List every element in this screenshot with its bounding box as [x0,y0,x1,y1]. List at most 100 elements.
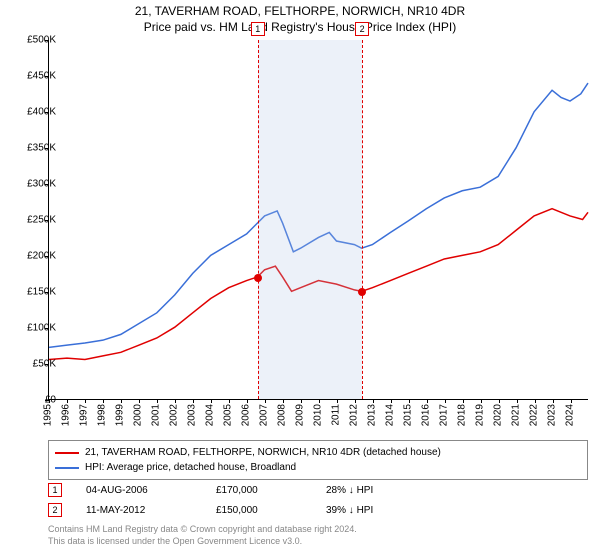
x-axis-label: 2024 [565,404,576,426]
y-axis-label: £400K [12,107,56,118]
legend-box: 21, TAVERHAM ROAD, FELTHORPE, NORWICH, N… [48,440,588,480]
chart-title-block: 21, TAVERHAM ROAD, FELTHORPE, NORWICH, N… [0,0,600,35]
x-axis-label: 2003 [187,404,198,426]
sale-price-2: £150,000 [216,505,326,516]
x-tick [283,399,284,403]
sale-dot-icon [254,274,262,282]
x-tick [535,399,536,403]
legend-swatch-property [55,452,79,454]
x-tick [175,399,176,403]
sale-marker-2-icon: 2 [48,503,62,517]
x-tick [553,399,554,403]
x-tick [265,399,266,403]
x-tick [517,399,518,403]
sale-vline [362,40,363,399]
x-tick [193,399,194,403]
x-tick [391,399,392,403]
legend-swatch-hpi [55,467,79,469]
sale-date-2: 11-MAY-2012 [86,505,216,516]
x-axis-label: 2023 [547,404,558,426]
x-axis-label: 1995 [43,404,54,426]
x-axis-label: 2002 [169,404,180,426]
x-axis-label: 2022 [529,404,540,426]
x-tick [409,399,410,403]
sale-date-1: 04-AUG-2006 [86,485,216,496]
sales-row-2: 2 11-MAY-2012 £150,000 39% ↓ HPI [48,500,588,520]
x-axis-label: 2011 [331,404,342,426]
sale-chart-marker-icon: 1 [251,22,265,36]
y-axis-label: £350K [12,143,56,154]
x-tick [67,399,68,403]
sale-vline [258,40,259,399]
sale-price-1: £170,000 [216,485,326,496]
x-axis-label: 2017 [439,404,450,426]
x-axis-label: 1999 [115,404,126,426]
footer-attribution: Contains HM Land Registry data © Crown c… [48,524,588,547]
x-tick [337,399,338,403]
x-tick [103,399,104,403]
sale-delta-2: 39% ↓ HPI [326,505,446,516]
x-axis-label: 2004 [205,404,216,426]
y-axis-label: £500K [12,35,56,46]
sales-table: 1 04-AUG-2006 £170,000 28% ↓ HPI 2 11-MA… [48,480,588,520]
x-axis-label: 2007 [259,404,270,426]
x-tick [463,399,464,403]
legend-row-hpi: HPI: Average price, detached house, Broa… [55,460,581,475]
x-axis-label: 1998 [97,404,108,426]
x-axis-label: 2000 [133,404,144,426]
x-axis-label: 2006 [241,404,252,426]
x-tick [481,399,482,403]
x-tick [247,399,248,403]
x-axis-label: 2008 [277,404,288,426]
x-axis-label: 2019 [475,404,486,426]
y-axis-label: £50K [12,359,56,370]
x-tick [139,399,140,403]
x-tick [229,399,230,403]
y-axis-label: £200K [12,251,56,262]
y-axis-label: £450K [12,71,56,82]
y-axis-label: £150K [12,287,56,298]
x-tick [85,399,86,403]
sale-marker-1-icon: 1 [48,483,62,497]
y-axis-label: £300K [12,179,56,190]
x-tick [373,399,374,403]
x-axis-label: 2009 [295,404,306,426]
x-tick [427,399,428,403]
shade-band [258,40,362,399]
x-tick [355,399,356,403]
y-axis-label: £100K [12,323,56,334]
x-tick [157,399,158,403]
x-axis-label: 2001 [151,404,162,426]
x-tick [571,399,572,403]
footer-line-2: This data is licensed under the Open Gov… [48,536,588,548]
x-axis-label: 1996 [61,404,72,426]
x-tick [499,399,500,403]
x-axis-label: 2021 [511,404,522,426]
sale-dot-icon [358,288,366,296]
x-tick [121,399,122,403]
footer-line-1: Contains HM Land Registry data © Crown c… [48,524,588,536]
x-axis-label: 2020 [493,404,504,426]
title-line-2: Price paid vs. HM Land Registry's House … [0,20,600,36]
x-tick [445,399,446,403]
y-axis-label: £250K [12,215,56,226]
chart-plot-area: 12 [48,40,588,400]
x-axis-label: 2014 [385,404,396,426]
x-tick [319,399,320,403]
x-axis-label: 2016 [421,404,432,426]
x-axis-label: 2018 [457,404,468,426]
x-axis-label: 2012 [349,404,360,426]
sale-delta-1: 28% ↓ HPI [326,485,446,496]
x-axis-label: 2015 [403,404,414,426]
legend-label-property: 21, TAVERHAM ROAD, FELTHORPE, NORWICH, N… [85,445,441,460]
x-axis-label: 2005 [223,404,234,426]
x-axis-label: 2010 [313,404,324,426]
x-tick [301,399,302,403]
x-axis-label: 2013 [367,404,378,426]
legend-row-property: 21, TAVERHAM ROAD, FELTHORPE, NORWICH, N… [55,445,581,460]
title-line-1: 21, TAVERHAM ROAD, FELTHORPE, NORWICH, N… [0,4,600,20]
sale-chart-marker-icon: 2 [355,22,369,36]
legend-label-hpi: HPI: Average price, detached house, Broa… [85,460,296,475]
x-tick [211,399,212,403]
sales-row-1: 1 04-AUG-2006 £170,000 28% ↓ HPI [48,480,588,500]
